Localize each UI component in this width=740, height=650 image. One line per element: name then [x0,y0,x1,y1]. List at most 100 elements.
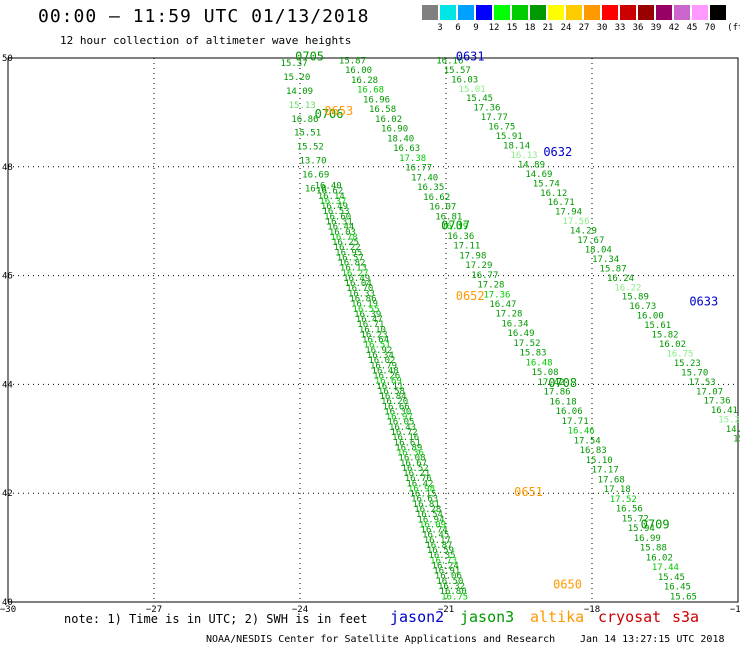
swh-value: 16.94 [417,515,444,525]
swh-value: 17.40 [411,173,438,183]
swh-value: 17.53 [689,378,716,388]
pass-label: 0631 [456,50,485,64]
swh-value: 16.11 [376,382,403,392]
swh-value: 15.13 [289,101,316,111]
swh-value: 16.67 [400,459,427,469]
swh-value: 15.83 [519,349,546,359]
swh-value: 16.06 [556,407,583,417]
swh-value: 17.56 [562,217,589,227]
swh-value: 16.09 [419,520,446,530]
colorbar-label: 36 [632,23,644,33]
swh-value: 15.45 [466,94,493,104]
swh-value: 16.28 [414,505,441,515]
footnote: note: 1) Time is in UTC; 2) SWH is in fe… [64,612,368,626]
swh-value: 17.17 [592,466,619,476]
swh-value: 15.87 [600,264,627,274]
swh-value: 15.20 [283,73,310,83]
colorbar-swatch [620,5,636,20]
colorbar-label: 9 [473,23,479,33]
colorbar-label: 18 [524,23,536,33]
colorbar-swatch [656,5,672,20]
colorbar-label: 45 [686,23,698,33]
swh-value: 15.10 [586,456,613,466]
swh-value: 16.76 [405,474,432,484]
colorbar-swatch [584,5,600,20]
swh-value: 16.69 [375,377,402,387]
swh-value: 16.86 [349,295,376,305]
swh-value: 15.65 [670,592,697,602]
colorbar-swatch [440,5,456,20]
colorbar-label: 42 [668,23,680,33]
lat-tick-label: 46 [2,272,13,282]
map-frame [7,57,739,603]
swh-value: 15.88 [640,544,667,554]
swh-value: 16.19 [351,300,378,310]
swh-value: 16.46 [568,427,595,437]
swh-value: 16.90 [381,125,408,135]
swh-value: 16.73 [629,302,656,312]
swh-value: 16.69 [302,170,329,180]
swh-value: 15.87 [339,56,366,66]
swh-value: 16.21 [403,469,430,479]
colorbar-label: 39 [650,23,662,33]
swh-value: 17.44 [652,563,679,573]
swh-value: 16.16 [392,433,419,443]
swh-value: 16.03 [451,75,478,85]
swh-value: 16.48 [525,358,552,368]
swh-value: 17.52 [610,495,637,505]
swh-value: 16.8 [305,184,327,194]
swh-value: 16.33 [348,289,375,299]
swh-value: 16.81 [435,212,462,222]
swh-value: 16.49 [343,274,370,284]
swh-value: 16.22 [334,243,361,253]
swh-value: 16.61 [394,438,421,448]
swh-value: 16.42 [406,479,433,489]
swh-value: 16.77 [471,271,498,281]
swh-value: 16.68 [357,86,384,96]
swh-value: 16.20 [381,397,408,407]
swh-value: 16.52 [402,464,429,474]
swh-value: 16.06 [435,572,462,582]
lat-tick-label: 50 [2,54,13,64]
swh-value: 16.59 [427,546,454,556]
swh-value: 17.71 [562,417,589,427]
swh-value: 16.81 [413,500,440,510]
swh-value: 16.40 [315,182,342,192]
swh-value: 15.52 [297,143,324,153]
colorbar-swatch [530,5,546,20]
swh-value: 16.48 [372,366,399,376]
swh-value: 16.36 [397,449,424,459]
legend-jason2: jason2 [390,608,445,626]
lat-tick-label: 40 [2,598,13,608]
swh-value: 15 [733,435,740,445]
swh-value: 16.78 [330,233,357,243]
swh-value: 13.70 [299,156,326,166]
swh-value: 16.47 [356,315,383,325]
colorbar-label: 70 [704,23,716,33]
swh-value: 16.07 [429,203,456,213]
colorbar-label: 27 [578,23,590,33]
lat-tick-label: 48 [2,163,13,173]
swh-value: 16.62 [316,187,343,197]
swh-value: 16.49 [507,329,534,339]
swh-value: 16.71 [548,198,575,208]
swh-value: 16.66 [383,402,410,412]
swh-value: 16.55 [353,305,380,315]
swh-value: 17.28 [495,310,522,320]
lon-tick-label: −24 [292,605,308,615]
pass-label: 0706 [315,107,344,121]
swh-value: 17.68 [598,475,625,485]
timestamp: Jan 14 13:27:15 UTC 2018 [580,634,725,645]
swh-value: 15.61 [644,321,671,331]
swh-value: 16.02 [375,115,402,125]
colorbar-swatch [476,5,492,20]
colorbar-swatch [638,5,654,20]
swh-value: 17.77 [481,113,508,123]
swh-value: 16.44 [327,223,354,233]
colorbar-label: 6 [455,23,461,33]
swh-value: 15.94 [628,524,655,534]
swh-value: 16.14 [318,192,345,202]
swh-value: 16.22 [614,283,641,293]
swh-value: 17.36 [483,290,510,300]
